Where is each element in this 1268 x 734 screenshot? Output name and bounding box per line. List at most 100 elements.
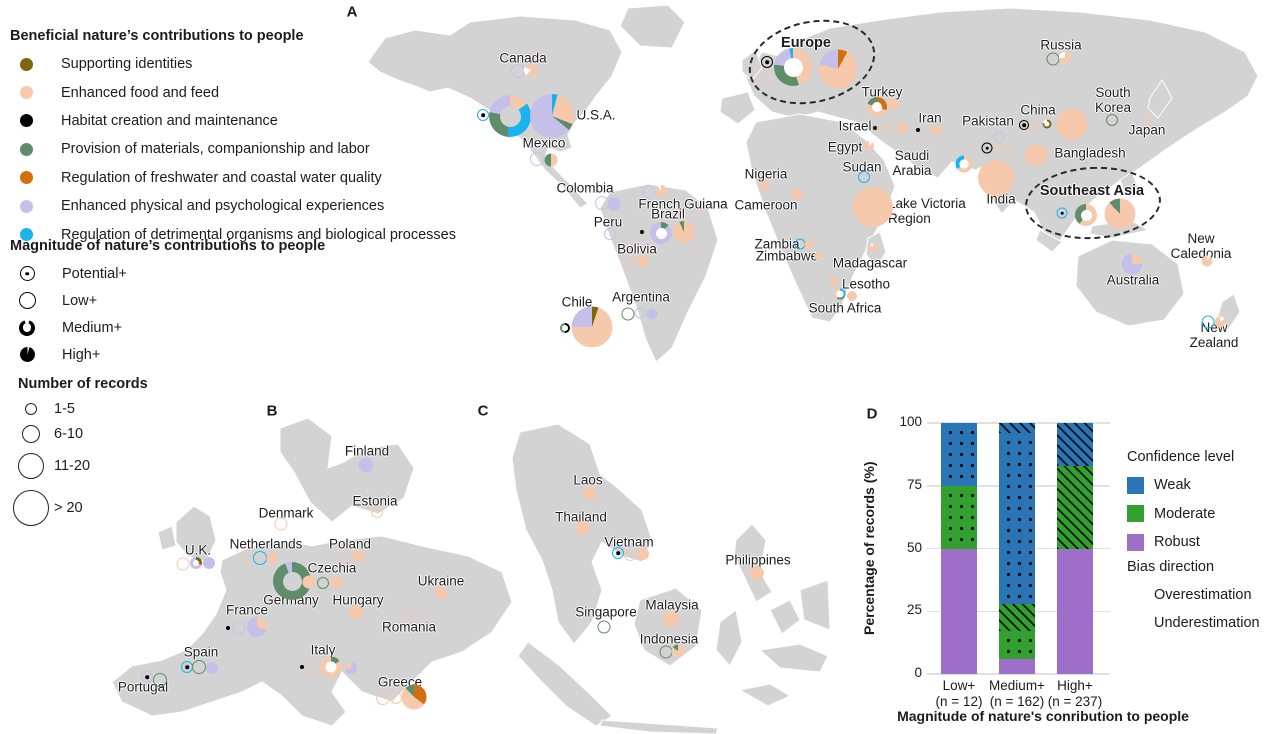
donut-hole — [325, 661, 337, 673]
ring-marker — [993, 131, 1005, 143]
bar-segment — [1057, 548, 1093, 674]
bar-segment — [941, 485, 977, 549]
confidence-legend-item: Moderate — [1127, 500, 1267, 529]
country-label: Ukraine — [417, 573, 465, 589]
pie-chart-marker — [1025, 144, 1047, 166]
magnitude-legend-item: Low+ — [10, 287, 330, 314]
country-label: Romania — [381, 619, 437, 635]
country-label: Russia — [1040, 37, 1082, 53]
donut-hole — [959, 159, 969, 169]
ncp-legend-label: Regulation of detrimental organisms and … — [61, 226, 456, 243]
confidence-legend-label: Moderate — [1154, 505, 1216, 522]
pie-chart-marker — [671, 644, 685, 658]
legend-records: Number of records 1-5 6-10 11-20 > 20 — [6, 376, 166, 532]
record-count-circle — [25, 403, 37, 415]
confidence-color-swatch — [1127, 476, 1144, 494]
country-label: Madagascar — [832, 255, 908, 271]
donut-hole — [499, 105, 521, 127]
country-label: Malaysia — [645, 597, 699, 613]
records-size-circle — [8, 490, 54, 526]
x-axis-title: Magnitude of nature's conribution to peo… — [897, 708, 1189, 724]
country-label: Saudi Arabia — [892, 147, 932, 178]
pie-chart-marker — [1059, 52, 1071, 64]
bias-legend-item: Overestimation — [1127, 581, 1267, 610]
ncp-legend-label: Enhanced food and feed — [61, 84, 220, 101]
stacked-bar — [941, 423, 977, 674]
ring-marker — [232, 621, 246, 635]
ring-marker — [317, 577, 329, 589]
country-label: Iran — [918, 110, 942, 126]
pie-chart-marker — [814, 252, 822, 260]
country-label: Vietnam — [604, 534, 654, 550]
donut-hole — [22, 323, 32, 332]
chart-legend: Confidence level Weak Moderate Robust Bias… — [1127, 449, 1267, 638]
country-label: Philippines — [725, 552, 791, 568]
pie-chart-marker — [1104, 198, 1136, 230]
country-label: South Africa — [808, 300, 882, 316]
magnitude-legend-label: Potential+ — [62, 265, 127, 282]
magnitude-legend-label: Medium+ — [62, 319, 123, 336]
donut-hole — [783, 57, 803, 77]
pie-chart-marker — [887, 98, 899, 110]
country-label: Thailand — [555, 509, 607, 525]
pie-chart-marker — [435, 587, 447, 599]
potential-magnitude-icon — [141, 671, 153, 683]
legend-magnitude: Magnitude of nature’s contributions to p… — [10, 238, 330, 368]
multiring-marker — [834, 288, 846, 300]
ring-marker — [371, 506, 383, 518]
pie-chart-marker — [206, 662, 218, 674]
country-label: Lake Victoria Region — [888, 196, 966, 227]
donut-hole — [655, 227, 667, 239]
country-label: Sudan — [842, 159, 882, 175]
donut-chart-marker — [650, 222, 672, 244]
country-label: Peru — [593, 214, 623, 230]
ring-marker — [240, 550, 254, 564]
donut-chart-marker — [489, 95, 531, 137]
ring-marker — [1046, 52, 1060, 66]
country-label: Bangladesh — [1054, 145, 1126, 161]
pie-chart-marker — [637, 255, 649, 267]
donut-hole — [872, 102, 882, 112]
ring-marker — [758, 69, 772, 83]
y-axis-title: Percentage of records (%) — [861, 461, 877, 636]
ring-marker — [18, 292, 36, 309]
records-legend-item: 6-10 — [6, 420, 166, 447]
legend-records-title: Number of records — [18, 376, 148, 392]
ncp-legend-item: Supporting identities — [10, 50, 490, 78]
pie-chart-marker — [266, 552, 278, 564]
country-label: Bolivia — [617, 241, 657, 257]
donut-chart-marker — [320, 656, 342, 678]
country-label: Poland — [328, 536, 372, 552]
low-magnitude-icon — [16, 292, 38, 309]
ring-marker — [1201, 315, 1215, 329]
country-label: Netherlands — [229, 536, 303, 552]
pie-chart-marker — [655, 185, 667, 197]
pie-chart-marker — [864, 141, 874, 151]
donut-hole — [192, 559, 200, 567]
pie-chart-marker — [829, 277, 839, 287]
ncp-legend-label: Habitat creation and maintenance — [61, 112, 278, 129]
pie-chart-marker — [804, 240, 814, 250]
country-label: South Korea — [1094, 84, 1132, 115]
ring-marker — [390, 692, 402, 704]
potential-center-dot — [616, 551, 620, 555]
country-label: Zambia — [754, 236, 800, 252]
pie-chart-marker — [247, 617, 267, 637]
pie-chart-marker — [203, 557, 215, 569]
country-label: China — [1020, 102, 1056, 118]
country-label: Estonia — [352, 493, 398, 509]
records-legend-label: 1-5 — [54, 401, 75, 417]
magnitude-legend-label: Low+ — [62, 292, 98, 309]
donut-chart-marker — [867, 97, 887, 117]
ncp-color-swatch — [20, 199, 33, 213]
country-label: Southeast Asia — [1039, 182, 1145, 199]
potential-center-dot — [25, 271, 29, 276]
ring-marker — [192, 660, 206, 674]
pie-chart-marker — [358, 457, 374, 473]
ncp-color-swatch — [20, 171, 33, 185]
pie-chart-marker — [575, 521, 589, 535]
pie-chart-marker — [19, 347, 35, 362]
records-legend-label: 11-20 — [54, 457, 91, 474]
legend-ncp-title: Beneficial nature’s contributions to peo… — [10, 28, 304, 44]
country-label: Hungary — [332, 592, 384, 608]
